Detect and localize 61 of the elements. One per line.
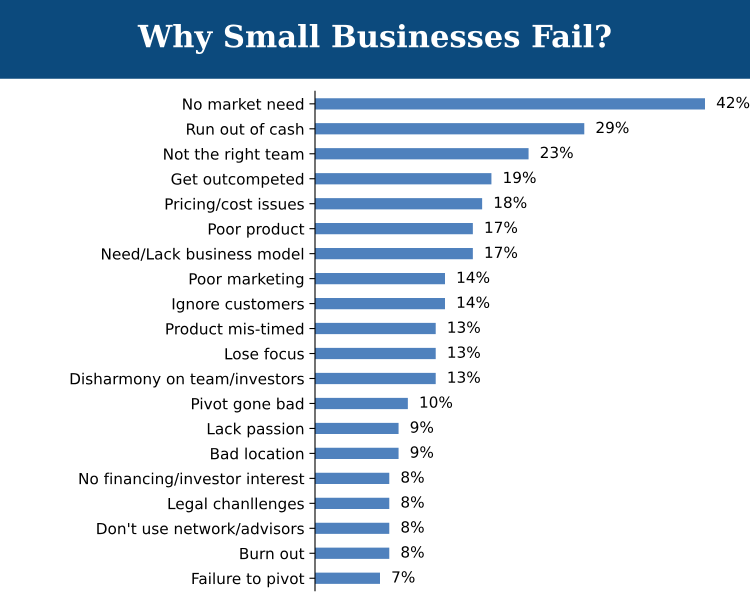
data-label: 7%	[392, 571, 415, 583]
y-tick-label: Run out of cash	[187, 123, 304, 135]
y-tick-label: No financing/investor interest	[80, 472, 304, 488]
data-label: 23%	[540, 146, 573, 158]
data-label: 13%	[448, 346, 480, 358]
data-label: 10%	[420, 396, 452, 408]
y-tick-label: Disharmony on team/investors	[70, 372, 304, 388]
bar	[315, 173, 492, 184]
y-tick-label: Bad location	[211, 448, 304, 460]
bar	[315, 572, 380, 584]
y-tick-label: Poor marketing	[190, 272, 304, 288]
y-tick-label: No market need	[183, 98, 304, 110]
bar	[315, 422, 399, 434]
data-label: 19%	[504, 172, 536, 184]
bar	[315, 472, 390, 484]
data-label: 8%	[401, 471, 424, 483]
y-tick-label: Pivot gone bad	[192, 398, 304, 412]
y-tick-label: Ignore customers	[172, 298, 304, 313]
y-tick-label: Legal chanllenges	[168, 498, 304, 512]
y-tick-label: Failure to pivot	[192, 572, 304, 588]
data-label: 13%	[448, 371, 480, 383]
bar	[315, 223, 473, 234]
data-label: 18%	[494, 196, 526, 208]
y-tick-label: Not the right team	[164, 148, 304, 163]
bar	[315, 198, 482, 210]
bar	[315, 398, 408, 410]
bar	[315, 322, 436, 334]
bar	[315, 448, 399, 460]
data-label: 8%	[401, 521, 424, 533]
data-label: 13%	[448, 321, 480, 333]
data-label: 14%	[458, 296, 490, 308]
y-tick-label: Product mis-timed	[166, 322, 304, 335]
bar	[315, 123, 584, 134]
data-label: 8%	[401, 496, 424, 508]
bar	[315, 548, 390, 559]
data-label: 9%	[410, 421, 434, 433]
bar	[315, 248, 473, 260]
y-tick-label: Poor product	[208, 222, 304, 238]
y-tick-label: Don't use network/advisors	[97, 522, 304, 536]
data-label: 9%	[410, 446, 434, 458]
data-label: 8%	[401, 546, 424, 558]
bar	[315, 298, 445, 310]
bar	[315, 522, 390, 534]
y-tick-label: Lose focus	[226, 348, 304, 360]
bar	[315, 372, 436, 384]
data-label: 17%	[486, 222, 518, 234]
y-tick-label: Pricing/cost issues	[166, 198, 304, 213]
data-label: 29%	[596, 122, 629, 134]
y-tick-label: Need/Lack business model	[102, 248, 304, 261]
bar	[315, 98, 705, 110]
bar	[315, 348, 436, 360]
y-tick-label: Get outcompeted	[172, 172, 304, 188]
bar	[315, 498, 390, 509]
bar	[315, 273, 445, 284]
bar	[315, 148, 529, 160]
data-label: 42%	[716, 96, 750, 108]
y-tick-label: Burn out	[240, 548, 304, 560]
data-label: 17%	[486, 246, 518, 258]
data-label: 14%	[458, 271, 490, 284]
chart-title: Why Small Businesses Fail?	[138, 24, 611, 54]
y-tick-label: Lack passion	[208, 422, 304, 438]
